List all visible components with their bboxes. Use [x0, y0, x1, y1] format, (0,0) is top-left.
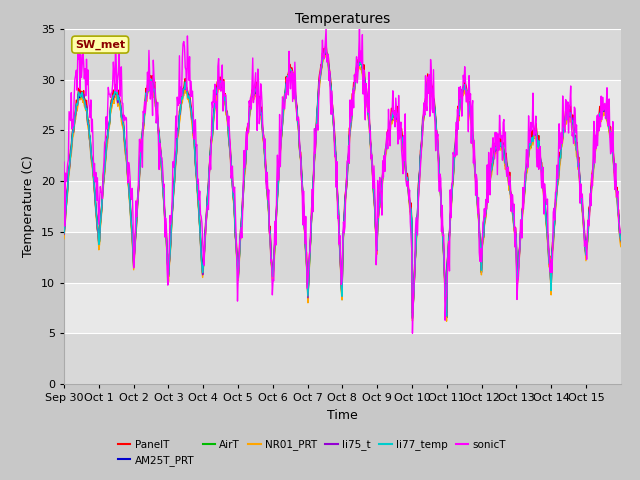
PanelT: [617, 235, 625, 241]
AirT: [276, 146, 284, 152]
PanelT: [255, 96, 263, 102]
li75_t: [125, 191, 133, 197]
sonicT: [617, 228, 625, 234]
NR01_PRT: [255, 102, 263, 108]
Line: sonicT: sonicT: [64, 29, 621, 333]
NR01_PRT: [60, 236, 68, 241]
li77_temp: [125, 192, 133, 198]
AM25T_PRT: [617, 240, 625, 245]
PanelT: [433, 126, 440, 132]
sonicT: [401, 158, 408, 164]
Bar: [64, 232, 621, 283]
NR01_PRT: [401, 157, 408, 163]
li75_t: [255, 97, 263, 103]
AirT: [60, 230, 68, 236]
NR01_PRT: [322, 52, 330, 58]
PanelT: [60, 228, 68, 234]
Bar: [64, 283, 621, 333]
X-axis label: Time: Time: [327, 408, 358, 421]
AirT: [255, 98, 263, 104]
li77_temp: [433, 128, 440, 133]
li77_temp: [401, 153, 408, 159]
NR01_PRT: [276, 150, 284, 156]
AirT: [321, 48, 329, 54]
sonicT: [255, 121, 263, 127]
sonicT: [125, 164, 133, 170]
PanelT: [401, 153, 408, 158]
li77_temp: [408, 313, 416, 319]
Line: li75_t: li75_t: [64, 51, 621, 316]
Line: AM25T_PRT: AM25T_PRT: [64, 50, 621, 319]
Text: SW_met: SW_met: [75, 39, 125, 50]
Line: li77_temp: li77_temp: [64, 48, 621, 316]
Bar: [64, 333, 621, 384]
AM25T_PRT: [276, 147, 284, 153]
Bar: [64, 181, 621, 232]
Y-axis label: Temperature (C): Temperature (C): [22, 156, 35, 257]
AM25T_PRT: [60, 232, 68, 238]
AirT: [443, 315, 451, 321]
li77_temp: [617, 237, 625, 243]
sonicT: [228, 172, 236, 178]
AirT: [432, 118, 440, 123]
li75_t: [322, 48, 330, 54]
Line: AirT: AirT: [64, 51, 621, 318]
li75_t: [60, 231, 68, 237]
NR01_PRT: [228, 175, 236, 180]
NR01_PRT: [443, 318, 451, 324]
li75_t: [228, 169, 236, 175]
li77_temp: [255, 96, 263, 102]
Line: NR01_PRT: NR01_PRT: [64, 55, 621, 321]
PanelT: [322, 41, 330, 47]
sonicT: [60, 159, 68, 165]
li77_temp: [228, 169, 236, 175]
sonicT: [433, 128, 440, 133]
sonicT: [276, 164, 284, 169]
AM25T_PRT: [401, 156, 408, 162]
AirT: [125, 193, 133, 199]
AM25T_PRT: [408, 316, 416, 322]
li75_t: [408, 313, 416, 319]
Bar: [64, 29, 621, 80]
AirT: [228, 170, 236, 176]
PanelT: [276, 143, 284, 148]
PanelT: [408, 310, 416, 316]
li75_t: [401, 155, 408, 160]
Title: Temperatures: Temperatures: [295, 12, 390, 26]
li75_t: [617, 237, 625, 243]
AM25T_PRT: [228, 171, 236, 177]
li77_temp: [60, 230, 68, 236]
PanelT: [125, 190, 133, 195]
li75_t: [433, 129, 440, 135]
Bar: [64, 130, 621, 181]
AM25T_PRT: [322, 47, 330, 53]
AM25T_PRT: [125, 194, 133, 200]
sonicT: [356, 26, 364, 32]
li75_t: [276, 144, 284, 150]
AM25T_PRT: [255, 101, 263, 107]
PanelT: [228, 165, 236, 170]
AirT: [401, 156, 408, 162]
Bar: [64, 80, 621, 130]
NR01_PRT: [125, 197, 133, 203]
AirT: [617, 237, 625, 243]
li77_temp: [322, 45, 330, 51]
li77_temp: [276, 145, 284, 151]
Legend: PanelT, AM25T_PRT, AirT, NR01_PRT, li75_t, li77_temp, sonicT: PanelT, AM25T_PRT, AirT, NR01_PRT, li75_…: [114, 435, 510, 470]
sonicT: [408, 330, 416, 336]
NR01_PRT: [617, 244, 625, 250]
AM25T_PRT: [433, 129, 440, 135]
NR01_PRT: [432, 122, 440, 128]
Line: PanelT: PanelT: [64, 44, 621, 313]
